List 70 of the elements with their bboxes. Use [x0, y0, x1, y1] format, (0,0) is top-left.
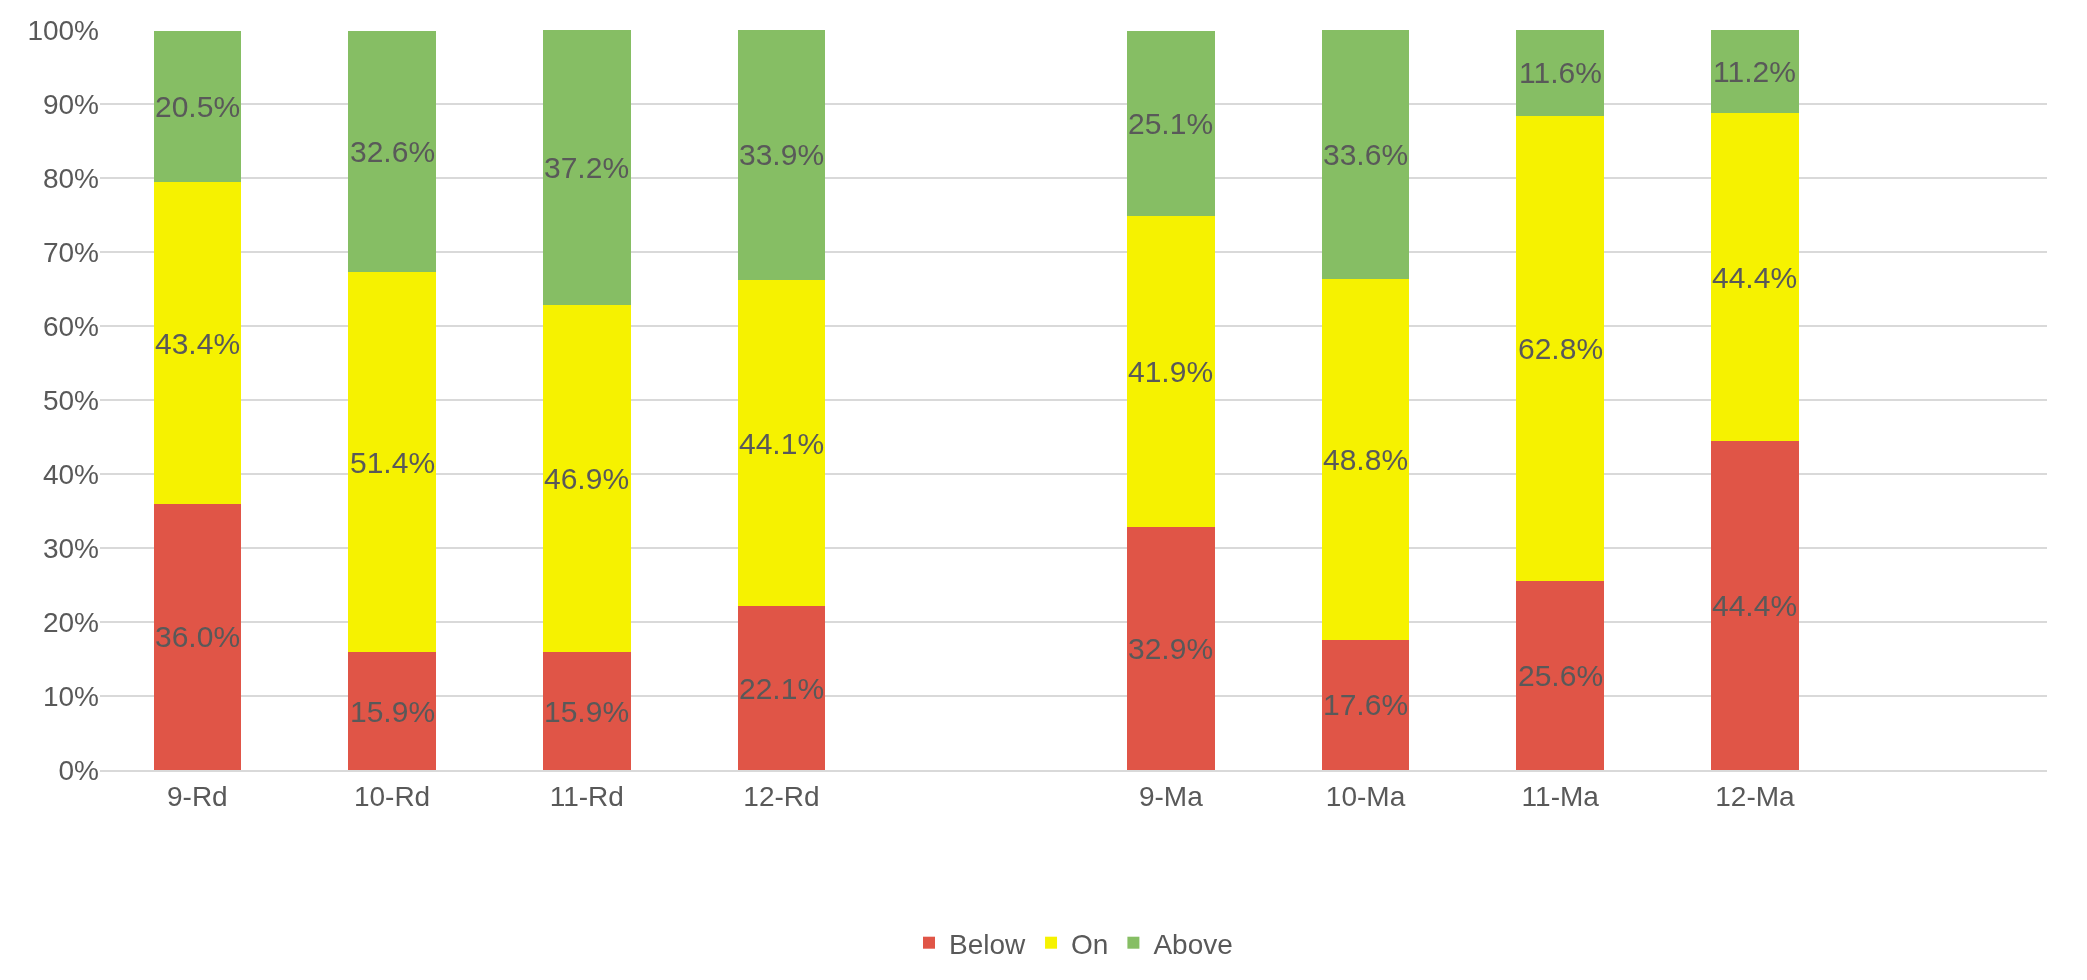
bar: [1516, 115, 1605, 581]
legend-label: Above: [1153, 928, 1233, 960]
y-tick-label: 20%: [42, 606, 99, 638]
bar: [1321, 278, 1410, 640]
x-tick-label: 9-Rd: [167, 780, 228, 812]
bar: [153, 182, 242, 504]
legend-label: On: [1071, 928, 1109, 960]
y-tick-label: 80%: [42, 162, 99, 194]
data-label: 36.0%: [155, 620, 241, 653]
x-tick-label: 11-Rd: [549, 780, 624, 812]
bar: [737, 30, 826, 281]
bar: [737, 280, 826, 607]
data-label: 44.1%: [739, 427, 825, 460]
bar: [348, 271, 436, 653]
data-label: 62.8%: [1518, 332, 1604, 365]
x-tick-label: 12-Rd: [743, 780, 820, 812]
y-tick-label: 90%: [42, 88, 99, 120]
x-tick-label: 11-Ma: [1521, 780, 1600, 812]
bar: [1321, 639, 1410, 770]
y-tick-label: 70%: [42, 236, 99, 268]
bar: [1711, 30, 1799, 113]
bar: [1711, 112, 1799, 442]
y-tick-label: 0%: [58, 754, 99, 786]
data-label: 46.9%: [544, 462, 630, 495]
y-tick-label: 40%: [42, 458, 99, 490]
bar: [737, 606, 826, 770]
bar: [542, 30, 631, 306]
data-label: 51.4%: [350, 446, 436, 479]
y-tick-label: 100%: [27, 14, 99, 46]
bar: [153, 30, 242, 183]
data-label: 15.9%: [350, 695, 436, 728]
y-tick-label: 30%: [42, 532, 99, 564]
bar: [1127, 216, 1215, 527]
data-label: 17.6%: [1323, 688, 1409, 721]
bar: [348, 30, 436, 272]
data-label: 15.9%: [544, 695, 630, 728]
data-label: 33.6%: [1323, 138, 1409, 171]
data-label: 25.1%: [1128, 107, 1214, 140]
bar: [1127, 526, 1215, 770]
data-label: 25.6%: [1518, 659, 1604, 692]
bar: [153, 503, 242, 770]
data-label: 41.9%: [1128, 355, 1214, 388]
y-tick-label: 10%: [42, 680, 99, 712]
x-tick-label: 12-Ma: [1715, 780, 1796, 812]
bar: [542, 305, 631, 653]
y-tick-label: 50%: [42, 384, 99, 416]
bar: [348, 652, 436, 770]
data-label: 11.6%: [1519, 56, 1602, 89]
bar: [1516, 30, 1605, 116]
bar: [1321, 30, 1410, 279]
data-label: 32.9%: [1128, 632, 1214, 665]
y-tick-label: 60%: [42, 310, 99, 342]
data-label: 11.2%: [1713, 55, 1796, 88]
bar: [1711, 441, 1799, 770]
data-label: 33.9%: [739, 138, 825, 171]
data-label: 22.1%: [739, 672, 825, 705]
data-label: 37.2%: [544, 151, 630, 184]
bar: [542, 652, 631, 770]
data-label: 48.8%: [1323, 443, 1409, 476]
data-label: 32.6%: [350, 135, 436, 168]
x-tick-label: 10-Rd: [353, 780, 431, 812]
data-label: 43.4%: [155, 327, 241, 360]
data-label: 44.4%: [1712, 589, 1798, 622]
bar: [1516, 580, 1605, 770]
legend-label: Below: [949, 928, 1027, 960]
x-tick-label: 10-Ma: [1325, 780, 1406, 812]
data-label: 44.4%: [1712, 261, 1798, 294]
bar: [1127, 30, 1215, 217]
x-tick-label: 9-Ma: [1138, 780, 1204, 812]
data-label: 20.5%: [155, 90, 241, 123]
